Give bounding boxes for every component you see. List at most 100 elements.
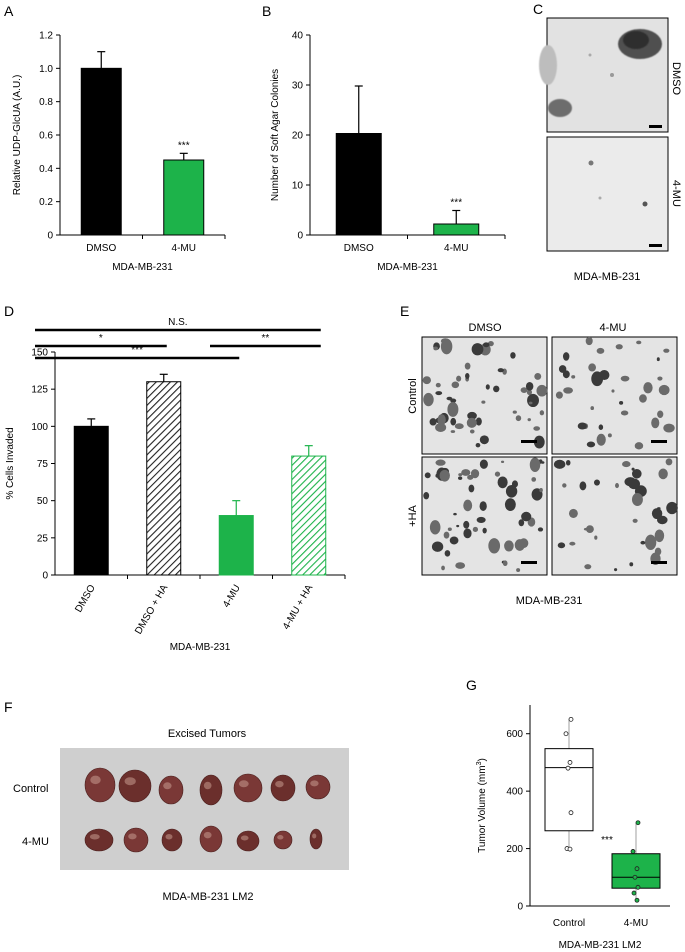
- cell-blob: [663, 423, 675, 433]
- cell-blob: [481, 400, 486, 404]
- cell-blob: [485, 384, 490, 390]
- cell-blob: [631, 469, 642, 479]
- x-axis-title: MDA-MB-231 LM2: [559, 940, 642, 951]
- cell-blob: [441, 565, 445, 571]
- cell-blob: [482, 342, 490, 348]
- cell-blob: [514, 539, 525, 551]
- cell-blob: [657, 376, 663, 381]
- x-axis-title: MDA-MB-231: [112, 262, 173, 273]
- cell-blob: [666, 501, 678, 515]
- cell-blob: [466, 417, 477, 428]
- cell-blob: [435, 391, 443, 396]
- cell-blob: [446, 396, 453, 401]
- cell-blob: [533, 426, 541, 431]
- bracket-label: **: [261, 333, 269, 344]
- cell-blob: [512, 410, 517, 414]
- cell-blob: [643, 382, 653, 394]
- data-point: [634, 866, 640, 872]
- cell-blob: [422, 376, 431, 385]
- cell-blob: [529, 457, 541, 472]
- cell-blob: [516, 568, 521, 573]
- cell-blob: [521, 511, 532, 522]
- cell-blob: [537, 527, 544, 532]
- cell-blob: [585, 336, 593, 346]
- tumor-highlight: [238, 780, 249, 788]
- cell-blob: [593, 479, 600, 486]
- y-tick-label: 0.8: [39, 97, 53, 108]
- row-label-dmso: DMSO: [670, 62, 682, 95]
- cell-blob: [596, 347, 605, 354]
- cell-blob: [453, 512, 457, 516]
- row-label-4mu: 4-MU: [670, 180, 682, 207]
- cell-blob: [631, 492, 643, 507]
- cell-blob: [562, 352, 570, 361]
- soft-agar-image-4mu: [546, 136, 669, 252]
- cell-blob: [510, 352, 516, 359]
- x-axis-title: MDA-MB-231: [170, 642, 231, 653]
- x-tick-label: 4-MU + HA: [281, 583, 316, 632]
- cell-blob: [435, 459, 446, 466]
- significance-label: ***: [601, 835, 613, 846]
- cell-blob: [571, 375, 576, 379]
- cell-blob: [584, 564, 592, 570]
- cell-blob: [536, 384, 548, 397]
- cell-blob: [614, 568, 618, 572]
- cell-blob: [504, 498, 516, 512]
- cell-blob: [463, 499, 473, 512]
- cell-blob: [482, 527, 487, 534]
- tumor-highlight: [310, 780, 319, 787]
- bar-dmso: [80, 67, 122, 236]
- cell-blob: [568, 508, 578, 518]
- y-tick-label: 400: [506, 787, 523, 798]
- cell-blob: [645, 534, 657, 551]
- cell-blob: [454, 423, 464, 430]
- y-tick-label: 0: [42, 571, 48, 582]
- chart-g: 0 200 400 600 Control 4-MU *** Tumor Volume (mm…: [476, 705, 670, 951]
- tumor-highlight: [165, 833, 173, 840]
- panel-c-micrographs: DMSO 4-MU MDA-MB-231: [539, 17, 682, 283]
- cell-blob: [465, 373, 470, 379]
- cell-blob: [497, 368, 504, 373]
- y-tick-label: 1.0: [39, 64, 53, 75]
- cell-blob: [502, 560, 508, 567]
- cell-blob: [455, 562, 466, 569]
- tumor-control: [305, 774, 331, 800]
- tumor-4mu: [161, 828, 183, 852]
- cell-blob: [463, 520, 470, 529]
- cell-blob: [553, 459, 566, 469]
- cell-blob: [579, 481, 587, 491]
- y-tick-label: 0: [517, 902, 523, 913]
- cell-blob: [443, 531, 450, 539]
- x-tick-label: 4-MU: [444, 243, 468, 254]
- cell-blob: [658, 468, 668, 480]
- data-point: [568, 810, 574, 816]
- data-point: [631, 890, 637, 896]
- cell-blob: [431, 541, 444, 552]
- y-tick-label: 200: [506, 844, 523, 855]
- tumor-highlight: [163, 782, 172, 790]
- cell-blob: [456, 524, 460, 528]
- cell-blob: [447, 527, 452, 531]
- panel-label-d: D: [4, 303, 14, 319]
- cell-blob: [565, 459, 571, 466]
- bar-dmso-ha: [146, 381, 182, 576]
- cell-blob: [651, 417, 660, 429]
- tumor-control: [84, 767, 116, 803]
- cell-blob: [479, 459, 488, 469]
- cell-blob: [470, 469, 480, 479]
- tumor-highlight: [312, 833, 317, 839]
- cell-blob: [463, 528, 472, 539]
- y-axis-title: Number of Soft Agar Colonies: [270, 69, 281, 201]
- significance-label: ***: [450, 198, 462, 209]
- cell-blob: [435, 422, 447, 432]
- row-label-control: Control: [407, 378, 419, 413]
- cell-blob: [656, 357, 660, 362]
- cell-blob: [636, 340, 642, 345]
- cell-blob: [598, 424, 604, 430]
- data-point: [635, 820, 641, 826]
- panel-label-f: F: [4, 699, 13, 715]
- cell-blob: [539, 410, 545, 416]
- tumor-4mu: [84, 828, 114, 852]
- cell-blob: [464, 362, 471, 370]
- invasion-image: [421, 336, 548, 455]
